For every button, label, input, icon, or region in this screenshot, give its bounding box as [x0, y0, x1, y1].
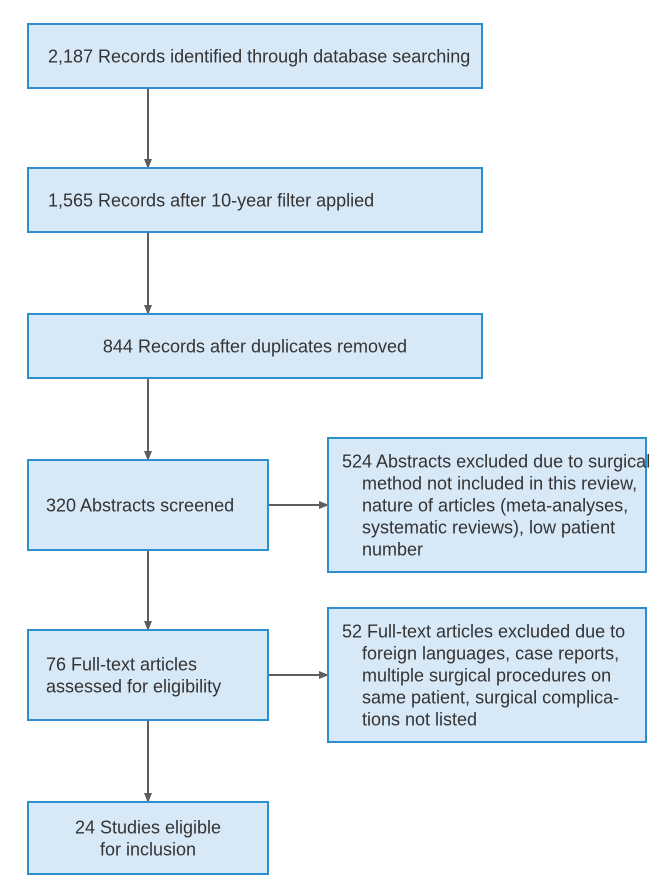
flow-node-label: 1,565 Records after 10-year filter appli… — [48, 190, 374, 210]
flow-node-label: 844 Records after duplicates removed — [103, 336, 407, 356]
flow-node-n5r: 52 Full-text articles excluded due tofor… — [328, 608, 646, 742]
flow-node-box — [28, 802, 268, 874]
flow-node-box — [28, 630, 268, 720]
flow-node-n3: 844 Records after duplicates removed — [28, 314, 482, 378]
flow-node-n1: 2,187 Records identified through databas… — [28, 24, 482, 88]
flow-node-label: 2,187 Records identified through databas… — [48, 46, 470, 66]
flow-node-label: 320 Abstracts screened — [46, 495, 234, 515]
flow-node-n2: 1,565 Records after 10-year filter appli… — [28, 168, 482, 232]
flow-node-n4r: 524 Abstracts excluded due to surgicalme… — [328, 438, 650, 572]
flow-node-n5: 76 Full-text articlesassessed for eligib… — [28, 630, 268, 720]
flow-node-n4: 320 Abstracts screened — [28, 460, 268, 550]
flow-node-n6: 24 Studies eligiblefor inclusion — [28, 802, 268, 874]
